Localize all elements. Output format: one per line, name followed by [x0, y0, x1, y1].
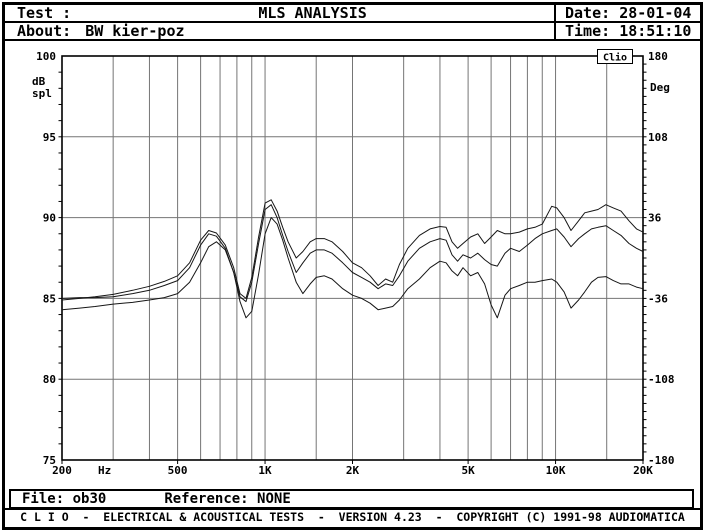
- x-tick-label: 10K: [546, 464, 566, 477]
- time-label: Time:: [565, 22, 611, 40]
- y-right-tick-label: 180: [648, 50, 668, 63]
- curve-response-mid: [61, 204, 644, 303]
- file-group: File: ob30: [22, 491, 106, 507]
- y-right-tick-label: -36: [648, 292, 668, 305]
- x-tick-label: 20K: [633, 464, 653, 477]
- y-right-tick-label: 108: [648, 131, 668, 144]
- about-label: About:: [17, 22, 72, 40]
- file-label: File:: [22, 491, 65, 507]
- file-status-bar: File: ob30 Reference: NONE: [9, 489, 694, 509]
- header-row-about: About: BW kier-poz Time: 18:51:10: [5, 23, 700, 41]
- y-right-tick-label: 36: [648, 212, 662, 225]
- reference-group: Reference: NONE: [164, 491, 290, 507]
- clio-badge-box: [597, 49, 633, 64]
- about-value: BW kier-poz: [85, 22, 185, 40]
- y-left-tick-label: 90: [43, 212, 56, 225]
- y-left-axis-unit: dB: [32, 75, 46, 88]
- curve-response-top: [61, 199, 644, 301]
- y-right-tick-label: -108: [648, 373, 675, 386]
- reference-label: Reference:: [164, 491, 249, 507]
- date-value: 28-01-04: [619, 4, 692, 22]
- y-left-tick-label: 85: [43, 292, 56, 305]
- time-field: Time: 18:51:10: [554, 23, 700, 39]
- test-label: Test :: [17, 4, 72, 22]
- y-right-axis-unit: Deg: [650, 81, 670, 94]
- y-left-tick-label: 95: [43, 131, 56, 144]
- page-title: MLS ANALYSIS: [258, 4, 367, 22]
- time-value: 18:51:10: [619, 22, 692, 40]
- reference-value: NONE: [257, 491, 291, 507]
- chart-area: 200 500 1K 2K 5K 10K 20K Hz 100 95 90 85 80 75 dB spl 18…: [5, 41, 700, 487]
- y-left-axis-unit: spl: [32, 87, 52, 100]
- header-row-test: Test : MLS ANALYSIS Date: 28-01-04: [5, 5, 700, 23]
- curve-response-low: [61, 217, 644, 319]
- clio-badge-label: Clio: [603, 52, 627, 64]
- y-right-tick-label: -180: [648, 454, 675, 467]
- x-tick-label: 1K: [258, 464, 272, 477]
- file-value: ob30: [72, 491, 107, 507]
- x-tick-label: 500: [168, 464, 188, 477]
- x-tick-label: 5K: [461, 464, 475, 477]
- y-left-tick-label: 80: [43, 373, 56, 386]
- x-tick-label: 200: [52, 464, 72, 477]
- date-label: Date:: [565, 4, 611, 22]
- app-footer-bar: C L I O - ELECTRICAL & ACOUSTICAL TESTS …: [5, 508, 700, 527]
- y-left-tick-label: 100: [36, 50, 56, 63]
- x-tick-label: 2K: [346, 464, 360, 477]
- date-field: Date: 28-01-04: [554, 5, 700, 21]
- x-axis-unit-label: Hz: [98, 464, 111, 477]
- y-left-tick-label: 75: [43, 454, 56, 467]
